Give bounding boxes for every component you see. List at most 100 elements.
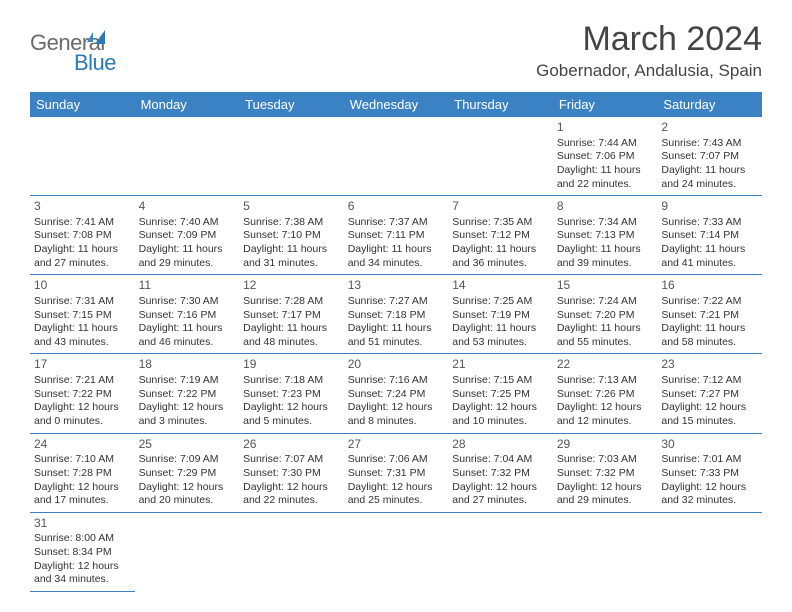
cell-line: Sunrise: 7:13 AM [557,374,654,388]
day-number: 24 [34,437,131,453]
cell-line: Sunset: 7:18 PM [348,309,445,323]
cell-line: Daylight: 11 hours [661,164,758,178]
cell-line: Sunset: 7:27 PM [661,388,758,402]
cell-line: Sunrise: 7:28 AM [243,295,340,309]
cell-line: and 48 minutes. [243,336,340,350]
day-header: Thursday [448,92,553,117]
day-number: 31 [34,516,131,532]
day-header: Wednesday [344,92,449,117]
day-number: 16 [661,278,758,294]
cell-line: Sunset: 7:33 PM [661,467,758,481]
calendar-cell: 3Sunrise: 7:41 AMSunset: 7:08 PMDaylight… [30,196,135,275]
cell-line: Daylight: 11 hours [661,243,758,257]
cell-line: and 24 minutes. [661,178,758,192]
cell-line: Daylight: 12 hours [348,481,445,495]
calendar-cell: 6Sunrise: 7:37 AMSunset: 7:11 PMDaylight… [344,196,449,275]
cell-line: Sunset: 7:20 PM [557,309,654,323]
cell-line: and 12 minutes. [557,415,654,429]
calendar-row: 10Sunrise: 7:31 AMSunset: 7:15 PMDayligh… [30,275,762,354]
cell-line: Sunrise: 7:03 AM [557,453,654,467]
day-header: Friday [553,92,658,117]
day-number: 17 [34,357,131,373]
calendar-table: Sunday Monday Tuesday Wednesday Thursday… [30,92,762,592]
cell-line: Daylight: 11 hours [452,322,549,336]
cell-line: and 46 minutes. [139,336,236,350]
sail-icon [87,32,93,42]
calendar-cell: 20Sunrise: 7:16 AMSunset: 7:24 PMDayligh… [344,354,449,433]
cell-line: Daylight: 12 hours [452,401,549,415]
cell-line: Sunrise: 7:41 AM [34,216,131,230]
cell-line: Daylight: 11 hours [34,322,131,336]
day-number: 7 [452,199,549,215]
cell-line: and 8 minutes. [348,415,445,429]
cell-line: and 51 minutes. [348,336,445,350]
cell-line: Sunrise: 7:09 AM [139,453,236,467]
cell-line: Daylight: 11 hours [139,322,236,336]
cell-line: and 25 minutes. [348,494,445,508]
day-header: Monday [135,92,240,117]
day-number: 12 [243,278,340,294]
sail-icon [95,30,105,44]
cell-line: Sunrise: 7:35 AM [452,216,549,230]
cell-line: Sunrise: 7:10 AM [34,453,131,467]
cell-line: Sunset: 7:14 PM [661,229,758,243]
calendar-cell [448,117,553,196]
day-number: 5 [243,199,340,215]
cell-line: Sunrise: 7:07 AM [243,453,340,467]
cell-line: Sunset: 7:13 PM [557,229,654,243]
calendar-cell: 14Sunrise: 7:25 AMSunset: 7:19 PMDayligh… [448,275,553,354]
calendar-row: 17Sunrise: 7:21 AMSunset: 7:22 PMDayligh… [30,354,762,433]
cell-line: Sunrise: 7:22 AM [661,295,758,309]
day-number: 29 [557,437,654,453]
calendar-cell: 21Sunrise: 7:15 AMSunset: 7:25 PMDayligh… [448,354,553,433]
calendar-cell: 26Sunrise: 7:07 AMSunset: 7:30 PMDayligh… [239,433,344,512]
cell-line: Sunrise: 7:01 AM [661,453,758,467]
cell-line: Daylight: 12 hours [557,481,654,495]
cell-line: Daylight: 12 hours [34,401,131,415]
calendar-cell [553,512,658,591]
location-text: Gobernador, Andalusia, Spain [536,61,762,81]
cell-line: Sunset: 7:28 PM [34,467,131,481]
logo: General Blue [30,20,116,82]
cell-line: Sunrise: 7:44 AM [557,137,654,151]
day-number: 13 [348,278,445,294]
calendar-cell: 27Sunrise: 7:06 AMSunset: 7:31 PMDayligh… [344,433,449,512]
cell-line: Sunrise: 7:31 AM [34,295,131,309]
cell-line: and 17 minutes. [34,494,131,508]
cell-line: and 31 minutes. [243,257,340,271]
cell-line: Sunset: 7:25 PM [452,388,549,402]
cell-line: Daylight: 12 hours [243,481,340,495]
calendar-cell [30,117,135,196]
calendar-cell: 5Sunrise: 7:38 AMSunset: 7:10 PMDaylight… [239,196,344,275]
cell-line: and 15 minutes. [661,415,758,429]
cell-line: Daylight: 12 hours [661,401,758,415]
cell-line: and 34 minutes. [348,257,445,271]
header-row: General Blue March 2024 Gobernador, Anda… [30,20,762,82]
cell-line: Daylight: 11 hours [557,164,654,178]
cell-line: and 43 minutes. [34,336,131,350]
cell-line: Sunrise: 7:37 AM [348,216,445,230]
calendar-cell [344,512,449,591]
day-number: 27 [348,437,445,453]
cell-line: Daylight: 11 hours [34,243,131,257]
calendar-page: General Blue March 2024 Gobernador, Anda… [0,0,792,612]
calendar-cell: 11Sunrise: 7:30 AMSunset: 7:16 PMDayligh… [135,275,240,354]
cell-line: and 0 minutes. [34,415,131,429]
cell-line: Sunrise: 7:15 AM [452,374,549,388]
calendar-cell: 12Sunrise: 7:28 AMSunset: 7:17 PMDayligh… [239,275,344,354]
cell-line: Sunrise: 7:19 AM [139,374,236,388]
calendar-cell: 29Sunrise: 7:03 AMSunset: 7:32 PMDayligh… [553,433,658,512]
cell-line: Sunset: 7:06 PM [557,150,654,164]
cell-line: and 20 minutes. [139,494,236,508]
cell-line: and 27 minutes. [452,494,549,508]
calendar-cell [135,512,240,591]
day-number: 25 [139,437,236,453]
cell-line: Sunset: 7:08 PM [34,229,131,243]
calendar-cell: 28Sunrise: 7:04 AMSunset: 7:32 PMDayligh… [448,433,553,512]
day-number: 14 [452,278,549,294]
calendar-cell: 10Sunrise: 7:31 AMSunset: 7:15 PMDayligh… [30,275,135,354]
day-number: 23 [661,357,758,373]
cell-line: and 41 minutes. [661,257,758,271]
cell-line: Sunset: 7:24 PM [348,388,445,402]
cell-line: Sunrise: 7:16 AM [348,374,445,388]
